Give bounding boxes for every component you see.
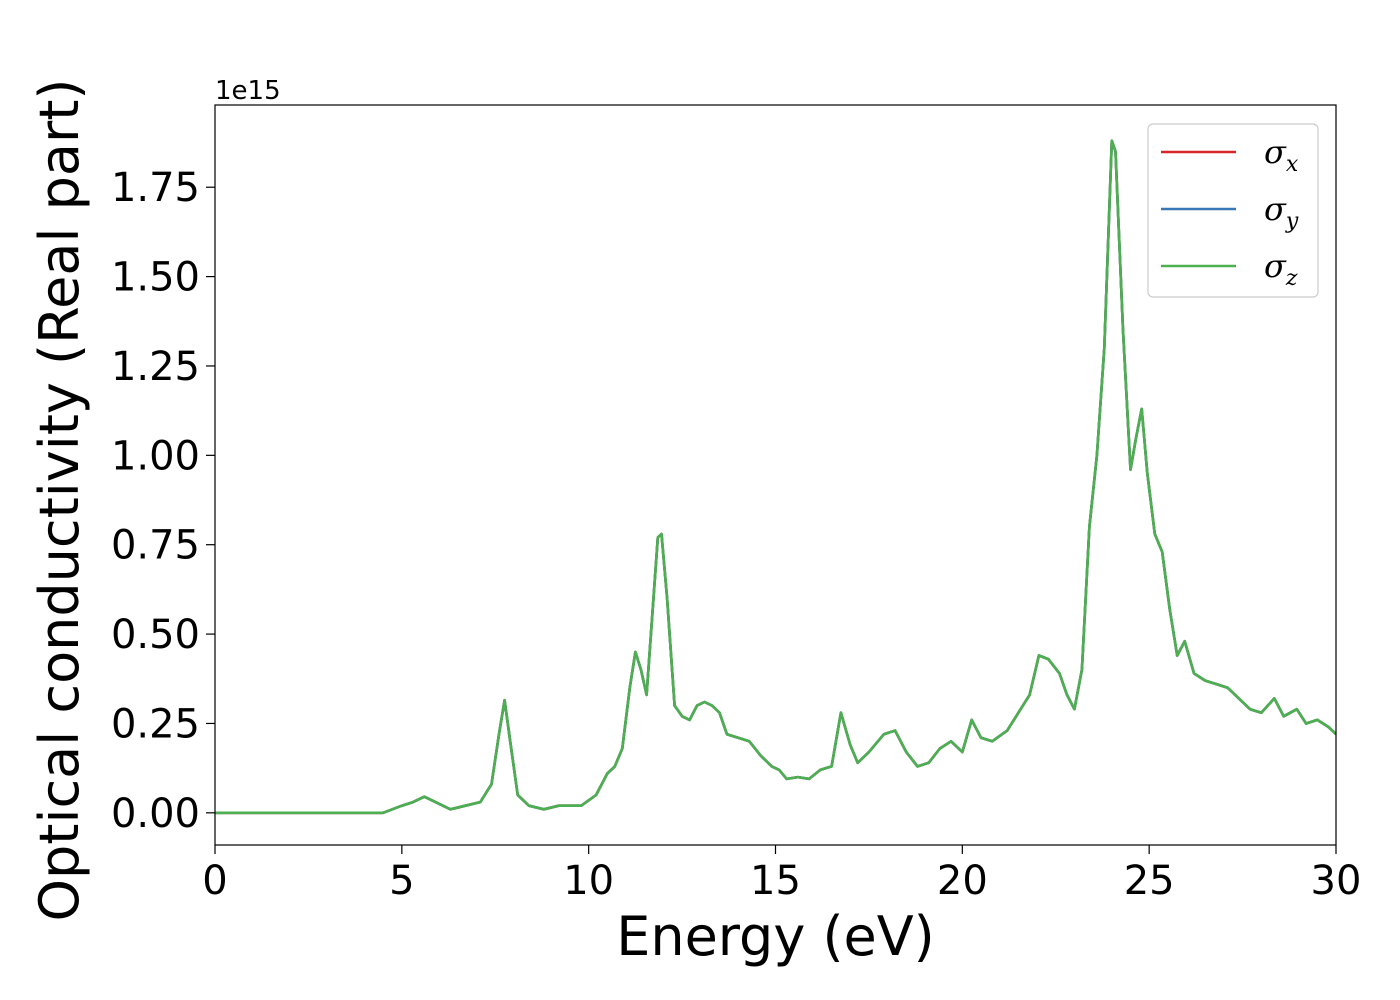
x-tick-label: 5 xyxy=(389,858,414,904)
series-layer xyxy=(215,139,1336,815)
legend-box xyxy=(1147,123,1319,298)
legend-label-y: σy xyxy=(1264,190,1299,234)
x-tick-label: 25 xyxy=(1124,858,1175,904)
y-tick-label: 1.25 xyxy=(111,344,200,390)
y-tick-label: 0.75 xyxy=(111,523,200,569)
legend-label-z: σz xyxy=(1264,247,1298,291)
x-axis: 0 5 10 15 20 25 30 xyxy=(202,845,1361,904)
y-tick-label: 1.75 xyxy=(111,165,200,211)
x-tick-label: 30 xyxy=(1311,858,1362,904)
x-tick-label: 0 xyxy=(202,858,227,904)
x-tick-label: 15 xyxy=(750,858,801,904)
y-offset-label: 1e15 xyxy=(215,76,281,106)
y-tick-label: 1.50 xyxy=(111,255,200,301)
series-line-z xyxy=(215,139,1336,815)
y-axis-label: Optical conductivity (Real part) xyxy=(28,79,91,922)
x-tick-label: 20 xyxy=(937,858,988,904)
y-tick-label: 0.25 xyxy=(111,701,200,747)
legend-label-x: σx xyxy=(1264,133,1299,177)
legend: σx σy σz xyxy=(1147,123,1319,298)
y-axis: 0.00 0.25 0.50 0.75 1.00 1.25 1.50 1.75 xyxy=(111,165,215,837)
x-axis-label: Energy (eV) xyxy=(616,905,935,968)
y-tick-label: 0.50 xyxy=(111,612,200,658)
x-tick-label: 10 xyxy=(563,858,614,904)
y-tick-label: 0.00 xyxy=(111,791,200,837)
y-tick-label: 1.00 xyxy=(111,433,200,479)
